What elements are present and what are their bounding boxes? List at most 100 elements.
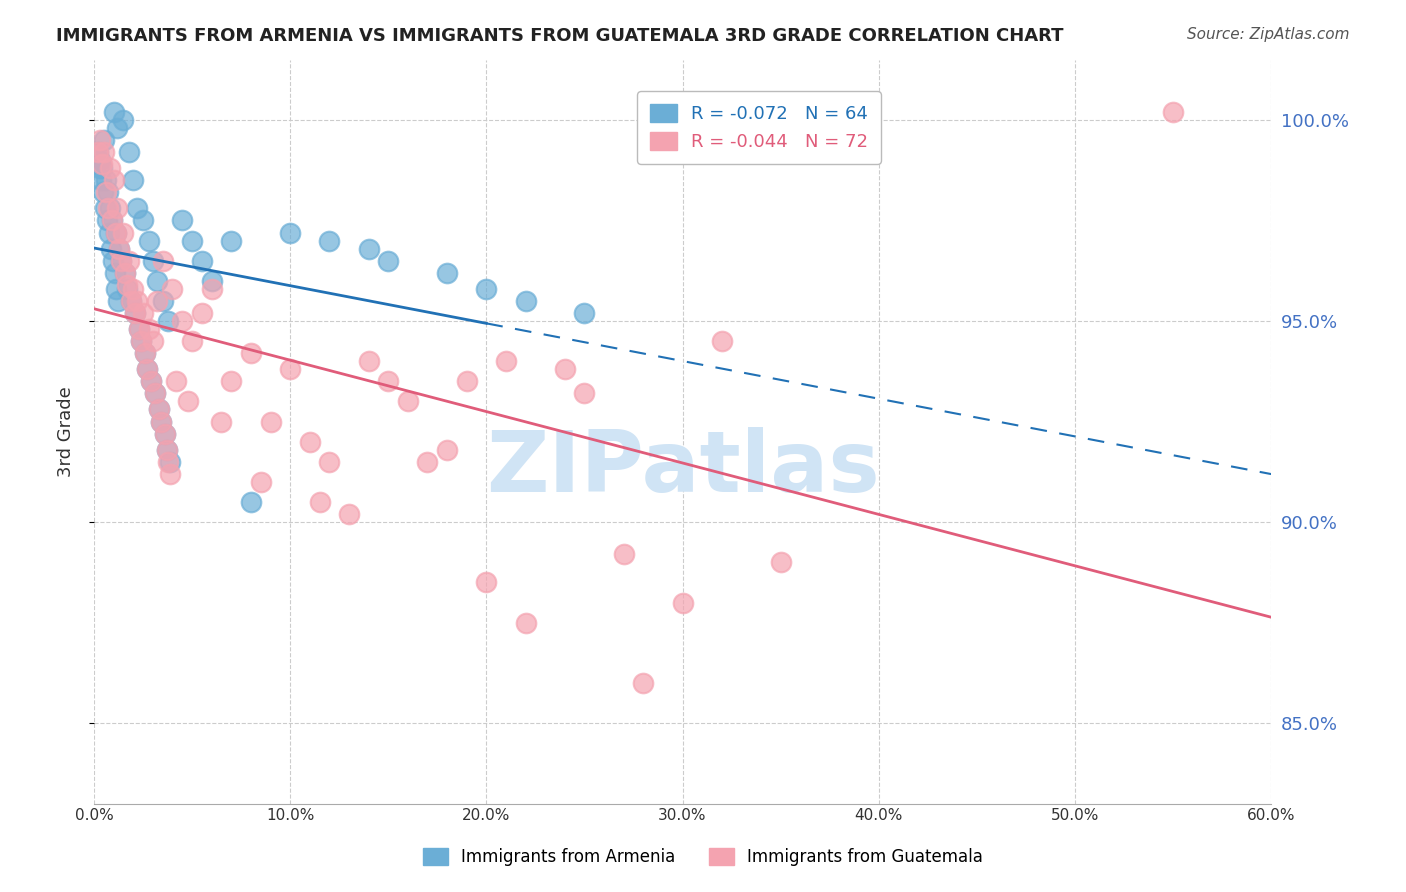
Point [318, 234, 340, 248]
Point [337, 507, 360, 521]
Point [177, 394, 200, 409]
Point [157, 314, 180, 328]
Point [436, 442, 458, 457]
Point [89, 153, 111, 168]
Point [219, 234, 242, 248]
Y-axis label: 3rd Grade: 3rd Grade [58, 386, 75, 477]
Point [132, 306, 155, 320]
Point [129, 334, 152, 348]
Point [124, 306, 146, 320]
Point [1161, 104, 1184, 119]
Point [117, 282, 139, 296]
Point [98, 161, 121, 176]
Point [90, 161, 112, 176]
Point [124, 306, 146, 320]
Point [159, 455, 181, 469]
Point [100, 213, 122, 227]
Point [149, 415, 172, 429]
Point [114, 266, 136, 280]
Point [671, 595, 693, 609]
Point [201, 282, 224, 296]
Point [110, 253, 132, 268]
Point [128, 322, 150, 336]
Point [138, 234, 160, 248]
Point [108, 242, 131, 256]
Point [145, 274, 167, 288]
Point [132, 213, 155, 227]
Point [114, 266, 136, 280]
Point [139, 375, 162, 389]
Point [239, 346, 262, 360]
Point [93, 133, 115, 147]
Point [134, 346, 156, 360]
Legend: Immigrants from Armenia, Immigrants from Guatemala: Immigrants from Armenia, Immigrants from… [415, 840, 991, 875]
Point [127, 293, 149, 308]
Point [157, 455, 180, 469]
Point [201, 274, 224, 288]
Point [159, 467, 181, 481]
Point [96, 213, 118, 227]
Point [155, 442, 177, 457]
Point [129, 334, 152, 348]
Point [138, 322, 160, 336]
Point [128, 322, 150, 336]
Point [475, 575, 498, 590]
Point [259, 415, 281, 429]
Point [100, 242, 122, 256]
Point [143, 386, 166, 401]
Point [145, 293, 167, 308]
Point [278, 362, 301, 376]
Point [87, 145, 110, 160]
Legend: R = -0.072   N = 64, R = -0.044   N = 72: R = -0.072 N = 64, R = -0.044 N = 72 [637, 91, 882, 164]
Point [181, 234, 204, 248]
Point [239, 495, 262, 509]
Point [172, 213, 194, 227]
Point [103, 104, 125, 119]
Point [298, 434, 321, 449]
Point [495, 354, 517, 368]
Point [135, 362, 157, 376]
Point [308, 495, 330, 509]
Point [107, 202, 129, 216]
Point [436, 266, 458, 280]
Point [191, 306, 214, 320]
Point [377, 375, 399, 389]
Point [135, 362, 157, 376]
Point [120, 293, 142, 308]
Point [120, 293, 142, 308]
Point [122, 282, 145, 296]
Point [613, 547, 636, 561]
Point [149, 415, 172, 429]
Point [97, 186, 120, 200]
Point [162, 282, 184, 296]
Point [515, 615, 537, 630]
Point [103, 266, 125, 280]
Point [769, 555, 792, 569]
Point [153, 426, 176, 441]
Point [554, 362, 576, 376]
Point [148, 402, 170, 417]
Point [100, 213, 122, 227]
Point [118, 145, 141, 160]
Point [377, 253, 399, 268]
Point [318, 455, 340, 469]
Point [153, 426, 176, 441]
Point [118, 253, 141, 268]
Point [357, 242, 380, 256]
Point [97, 226, 120, 240]
Point [633, 676, 655, 690]
Point [152, 253, 174, 268]
Point [152, 293, 174, 308]
Point [191, 253, 214, 268]
Point [357, 354, 380, 368]
Point [142, 253, 165, 268]
Text: ZIPatlas: ZIPatlas [485, 427, 879, 510]
Point [574, 386, 596, 401]
Text: Source: ZipAtlas.com: Source: ZipAtlas.com [1187, 27, 1350, 42]
Point [122, 173, 145, 187]
Point [107, 293, 129, 308]
Point [416, 455, 439, 469]
Point [87, 161, 110, 176]
Point [90, 173, 112, 187]
Point [94, 173, 117, 187]
